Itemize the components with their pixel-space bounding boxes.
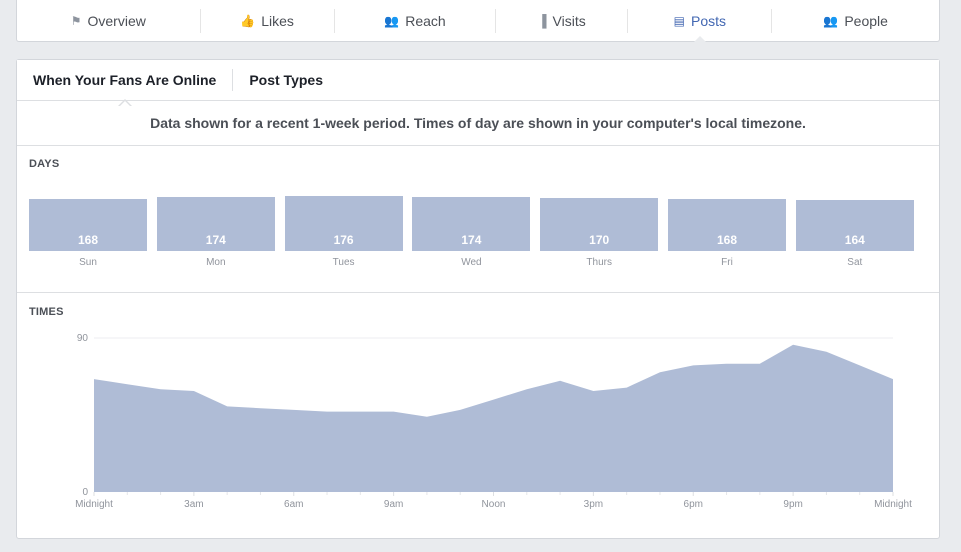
x-tick-label: 9pm	[783, 499, 802, 510]
tab-label: Likes	[261, 12, 294, 29]
subtab-divider	[232, 69, 234, 91]
x-tick-label: 3am	[184, 499, 203, 510]
tab-overview[interactable]: ⚑ Overview	[17, 0, 200, 41]
nav-divider	[771, 8, 773, 33]
day-value-label: 174	[205, 233, 226, 247]
reach-icon: 👥	[384, 13, 400, 28]
x-tick-label: Midnight	[75, 499, 113, 510]
tab-people[interactable]: 👥 People	[772, 0, 939, 41]
times-label: TIMES	[29, 306, 64, 318]
day-bar[interactable]	[668, 198, 786, 251]
day-value-label: 168	[77, 233, 99, 247]
days-section: DAYS 168 Sun 174 Mon 176 Tues 174 Wed 170 Thurs 16…	[17, 146, 939, 293]
tab-label: People	[844, 12, 888, 29]
y-tick-label: 90	[77, 333, 89, 344]
nav-divider	[199, 8, 201, 33]
tab-label: Overview	[87, 12, 146, 29]
x-tick-label: 3pm	[584, 499, 603, 510]
tab-label: Visits	[552, 12, 586, 29]
times-chart: 0 90 Midnight 3am 6am 9am Noon 3pm 6pm 9pm Midnigh…	[75, 333, 912, 510]
posts-icon: ▤	[673, 13, 685, 28]
day-value-label: 176	[333, 233, 354, 247]
online-fans-area[interactable]	[94, 344, 893, 492]
day-name-label: Sun	[79, 257, 97, 268]
day-name-label: Fri	[721, 257, 733, 268]
day-value-label: 168	[716, 233, 738, 247]
x-tick-label: 6am	[284, 499, 303, 510]
flag-icon: ⚑	[70, 13, 82, 28]
x-tick-label: 6pm	[684, 499, 703, 510]
x-tick-label: Noon	[482, 499, 506, 510]
day-bar[interactable]	[540, 197, 659, 251]
day-bar[interactable]	[412, 196, 531, 251]
y-tick-label: 0	[82, 487, 88, 498]
day-name-label: Tues	[332, 257, 355, 268]
bar-chart-icon: ▐	[538, 13, 547, 28]
day-value-label: 164	[844, 233, 865, 247]
tab-likes[interactable]: 👍 Likes	[201, 0, 334, 41]
days-label: DAYS	[29, 158, 60, 170]
thumbs-up-icon: 👍	[240, 13, 256, 28]
tab-label: Posts	[691, 12, 727, 29]
day-value-label: 174	[461, 233, 482, 247]
nav-divider	[333, 8, 335, 33]
day-name-label: Wed	[461, 257, 482, 268]
day-bar[interactable]	[156, 196, 275, 251]
tab-when-fans-online[interactable]: When Your Fans Are Online	[17, 72, 232, 107]
insights-nav: ⚑ Overview 👍 Likes 👥 Reach ▐ Visits ▤ Posts 👥 Peopl…	[16, 0, 940, 42]
day-name-label: Thurs	[586, 257, 612, 268]
x-tick-label: Midnight	[874, 499, 912, 510]
day-name-label: Sat	[847, 257, 863, 268]
tab-reach[interactable]: 👥 Reach	[335, 0, 496, 41]
x-tick-label: 9am	[384, 499, 403, 510]
day-bar[interactable]	[29, 198, 147, 251]
nav-divider	[627, 8, 629, 33]
tab-visits[interactable]: ▐ Visits	[496, 0, 627, 41]
day-bar[interactable]	[795, 199, 914, 251]
nav-divider	[495, 8, 497, 33]
tab-post-types[interactable]: Post Types	[249, 72, 323, 88]
fans-online-card: When Your Fans Are Online Post Types Dat…	[16, 59, 940, 539]
tab-label: Reach	[405, 12, 446, 29]
day-bar[interactable]	[284, 196, 403, 251]
subtab-bar: When Your Fans Are Online Post Types	[17, 60, 939, 107]
timezone-notice: Data shown for a recent 1-week period. T…	[17, 101, 939, 146]
tab-posts[interactable]: ▤ Posts	[628, 0, 771, 42]
day-name-label: Mon	[206, 257, 226, 268]
day-value-label: 170	[589, 233, 610, 247]
people-icon: 👥	[823, 13, 839, 28]
